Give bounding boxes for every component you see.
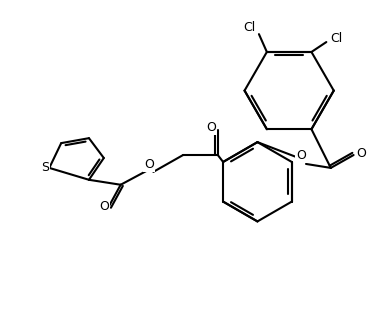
Text: Cl: Cl bbox=[243, 21, 255, 34]
Text: S: S bbox=[41, 161, 50, 174]
Text: O: O bbox=[206, 121, 216, 134]
Text: O: O bbox=[356, 147, 367, 160]
Text: O: O bbox=[144, 159, 154, 171]
Text: Cl: Cl bbox=[330, 32, 342, 45]
Text: O: O bbox=[99, 200, 109, 213]
Text: O: O bbox=[296, 149, 306, 161]
